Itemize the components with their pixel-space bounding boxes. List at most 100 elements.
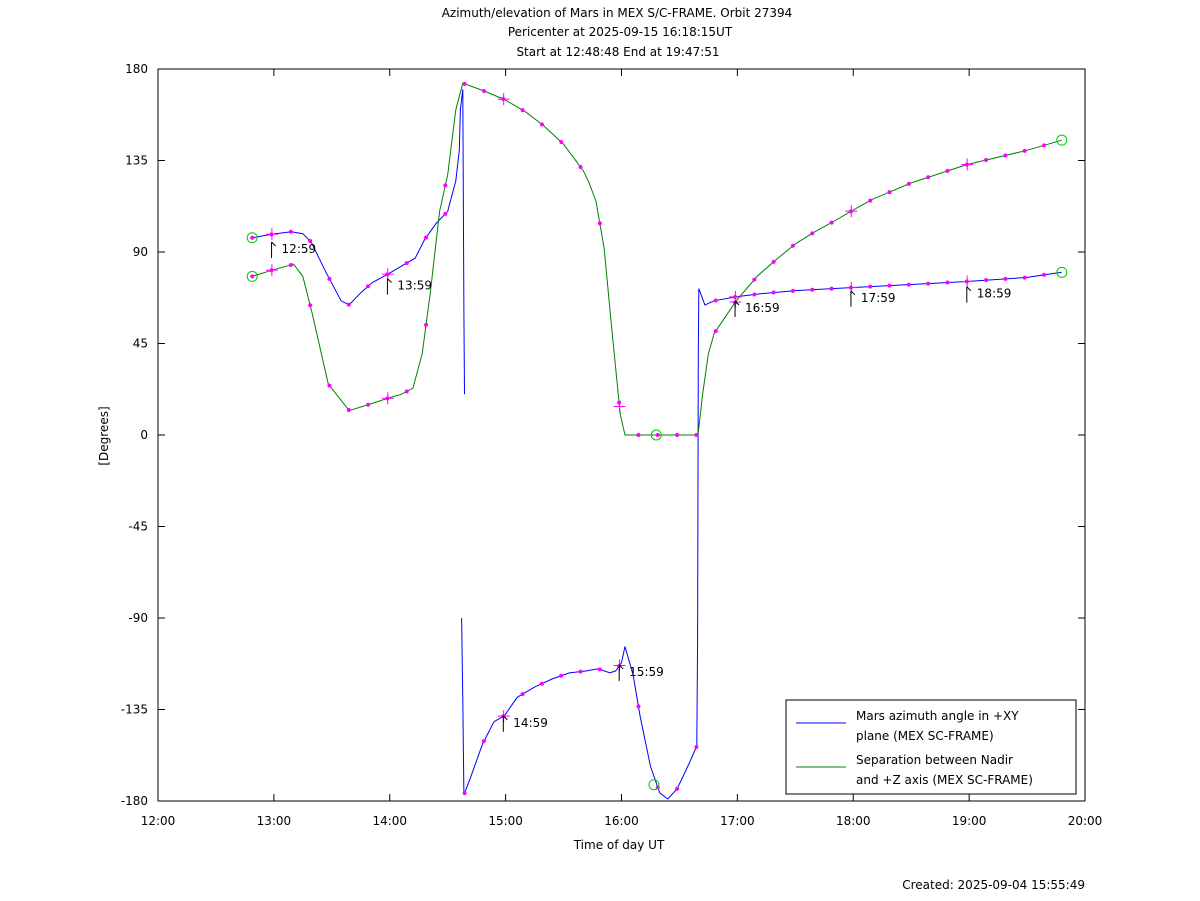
sample-marker bbox=[520, 108, 525, 113]
sample-marker bbox=[810, 287, 815, 292]
sample-marker bbox=[559, 673, 564, 678]
plot-frame bbox=[157, 68, 1086, 802]
y-axis-label: [Degrees] bbox=[97, 406, 111, 465]
sample-marker bbox=[597, 667, 602, 672]
x-tick-label: 13:00 bbox=[257, 814, 292, 828]
sample-marker bbox=[790, 243, 795, 248]
time-annotation-arrow bbox=[387, 278, 392, 283]
pericenter-marker-azimuth bbox=[648, 779, 660, 791]
x-tick-label: 17:00 bbox=[720, 814, 755, 828]
sample-marker bbox=[443, 211, 448, 216]
sample-marker bbox=[462, 790, 467, 795]
sample-marker bbox=[346, 408, 351, 413]
sample-marker bbox=[926, 281, 931, 286]
x-tick-label: 15:00 bbox=[488, 814, 523, 828]
sample-marker bbox=[1022, 148, 1027, 153]
sample-marker bbox=[327, 383, 332, 388]
x-tick-label: 16:00 bbox=[604, 814, 639, 828]
sample-marker bbox=[308, 303, 313, 308]
sample-marker bbox=[520, 692, 525, 697]
sample-marker bbox=[424, 235, 429, 240]
sample-marker bbox=[906, 282, 911, 287]
series-line-separation bbox=[252, 82, 1062, 436]
sample-marker bbox=[887, 190, 892, 195]
sample-marker bbox=[424, 322, 429, 327]
sample-marker bbox=[810, 231, 815, 236]
legend: Mars azimuth angle in +XY plane (MEX SC-… bbox=[785, 699, 1077, 795]
sample-marker bbox=[288, 229, 293, 234]
sample-marker bbox=[868, 198, 873, 203]
sample-marker bbox=[906, 181, 911, 186]
time-annotation-arrow bbox=[966, 286, 972, 292]
legend-box bbox=[785, 699, 1077, 795]
time-annotation-arrow bbox=[618, 664, 624, 670]
time-annotation-label: 13:59 bbox=[397, 279, 432, 293]
sample-marker bbox=[713, 329, 718, 334]
plot-area: 12:00 13:00 14:00 15:00 16:00 17:00 18:00 19:00… bbox=[121, 62, 1103, 828]
sample-marker bbox=[694, 745, 699, 750]
sample-marker bbox=[250, 235, 255, 240]
y-tick-label: -180 bbox=[121, 794, 148, 808]
sample-marker bbox=[752, 277, 757, 282]
sample-marker bbox=[713, 298, 718, 303]
sample-marker bbox=[539, 681, 544, 686]
y-tick-label: -90 bbox=[128, 611, 148, 625]
sample-marker bbox=[1022, 275, 1027, 280]
time-annotation-arrow bbox=[271, 241, 276, 247]
endpoint-marker bbox=[1056, 266, 1068, 278]
endpoint-marker bbox=[246, 270, 258, 282]
sample-marker bbox=[868, 284, 873, 289]
y-tick-label: 0 bbox=[140, 428, 148, 442]
sample-marker bbox=[250, 274, 255, 279]
sample-marker bbox=[578, 669, 583, 674]
legend-separation-line2: and +Z axis (MEX SC-FRAME) bbox=[856, 773, 1033, 787]
chart-title-line3: Start at 12:48:48 End at 19:47:51 bbox=[516, 45, 719, 59]
y-tick-label: -45 bbox=[128, 520, 148, 534]
sample-marker bbox=[366, 284, 371, 289]
sample-marker bbox=[694, 433, 699, 437]
sample-marker bbox=[404, 261, 409, 266]
sample-marker bbox=[790, 288, 795, 293]
x-tick-label: 14:00 bbox=[372, 814, 407, 828]
sample-marker bbox=[366, 402, 371, 407]
sample-marker bbox=[675, 786, 680, 791]
sample-marker bbox=[945, 280, 950, 285]
sample-marker bbox=[559, 140, 564, 145]
x-tick-label: 18:00 bbox=[836, 814, 871, 828]
pericenter-marker bbox=[650, 429, 662, 441]
sample-marker bbox=[539, 122, 544, 127]
created-timestamp: Created: 2025-09-04 15:55:49 bbox=[902, 878, 1085, 892]
sample-marker bbox=[945, 168, 950, 173]
sample-marker bbox=[597, 221, 602, 226]
sample-marker bbox=[1003, 276, 1008, 281]
y-tick-label: 90 bbox=[133, 245, 148, 259]
legend-azimuth-line1: Mars azimuth angle in +XY bbox=[856, 709, 1019, 723]
sample-marker bbox=[829, 286, 834, 291]
time-annotation-label: 17:59 bbox=[861, 291, 896, 305]
sample-marker bbox=[887, 283, 892, 288]
sample-marker bbox=[829, 220, 834, 225]
sample-marker bbox=[404, 389, 409, 394]
time-annotation-label: 15:59 bbox=[629, 665, 664, 679]
sample-marker bbox=[675, 433, 680, 437]
time-annotation-arrow bbox=[734, 300, 740, 306]
chart-title-line1: Azimuth/elevation of Mars in MEX S/C-FRA… bbox=[442, 6, 793, 20]
sample-marker bbox=[926, 175, 931, 180]
time-annotation-arrow bbox=[850, 290, 856, 296]
x-tick-label: 20:00 bbox=[1068, 814, 1103, 828]
sample-marker bbox=[984, 278, 989, 283]
legend-separation-line1: Separation between Nadir bbox=[856, 753, 1013, 767]
chart-title-line2: Pericenter at 2025-09-15 16:18:15UT bbox=[508, 25, 733, 39]
sample-marker bbox=[462, 81, 467, 86]
y-tick-label: 180 bbox=[125, 62, 148, 76]
sample-marker bbox=[308, 239, 313, 244]
sample-marker bbox=[752, 292, 757, 297]
sample-marker bbox=[771, 259, 776, 264]
legend-azimuth-line2: plane (MEX SC-FRAME) bbox=[856, 729, 994, 743]
y-tick-label: 135 bbox=[125, 154, 148, 168]
x-tick-label: 12:00 bbox=[141, 814, 176, 828]
sample-marker bbox=[1042, 272, 1047, 277]
y-tick-label: 45 bbox=[133, 337, 148, 351]
sample-marker bbox=[288, 262, 293, 267]
